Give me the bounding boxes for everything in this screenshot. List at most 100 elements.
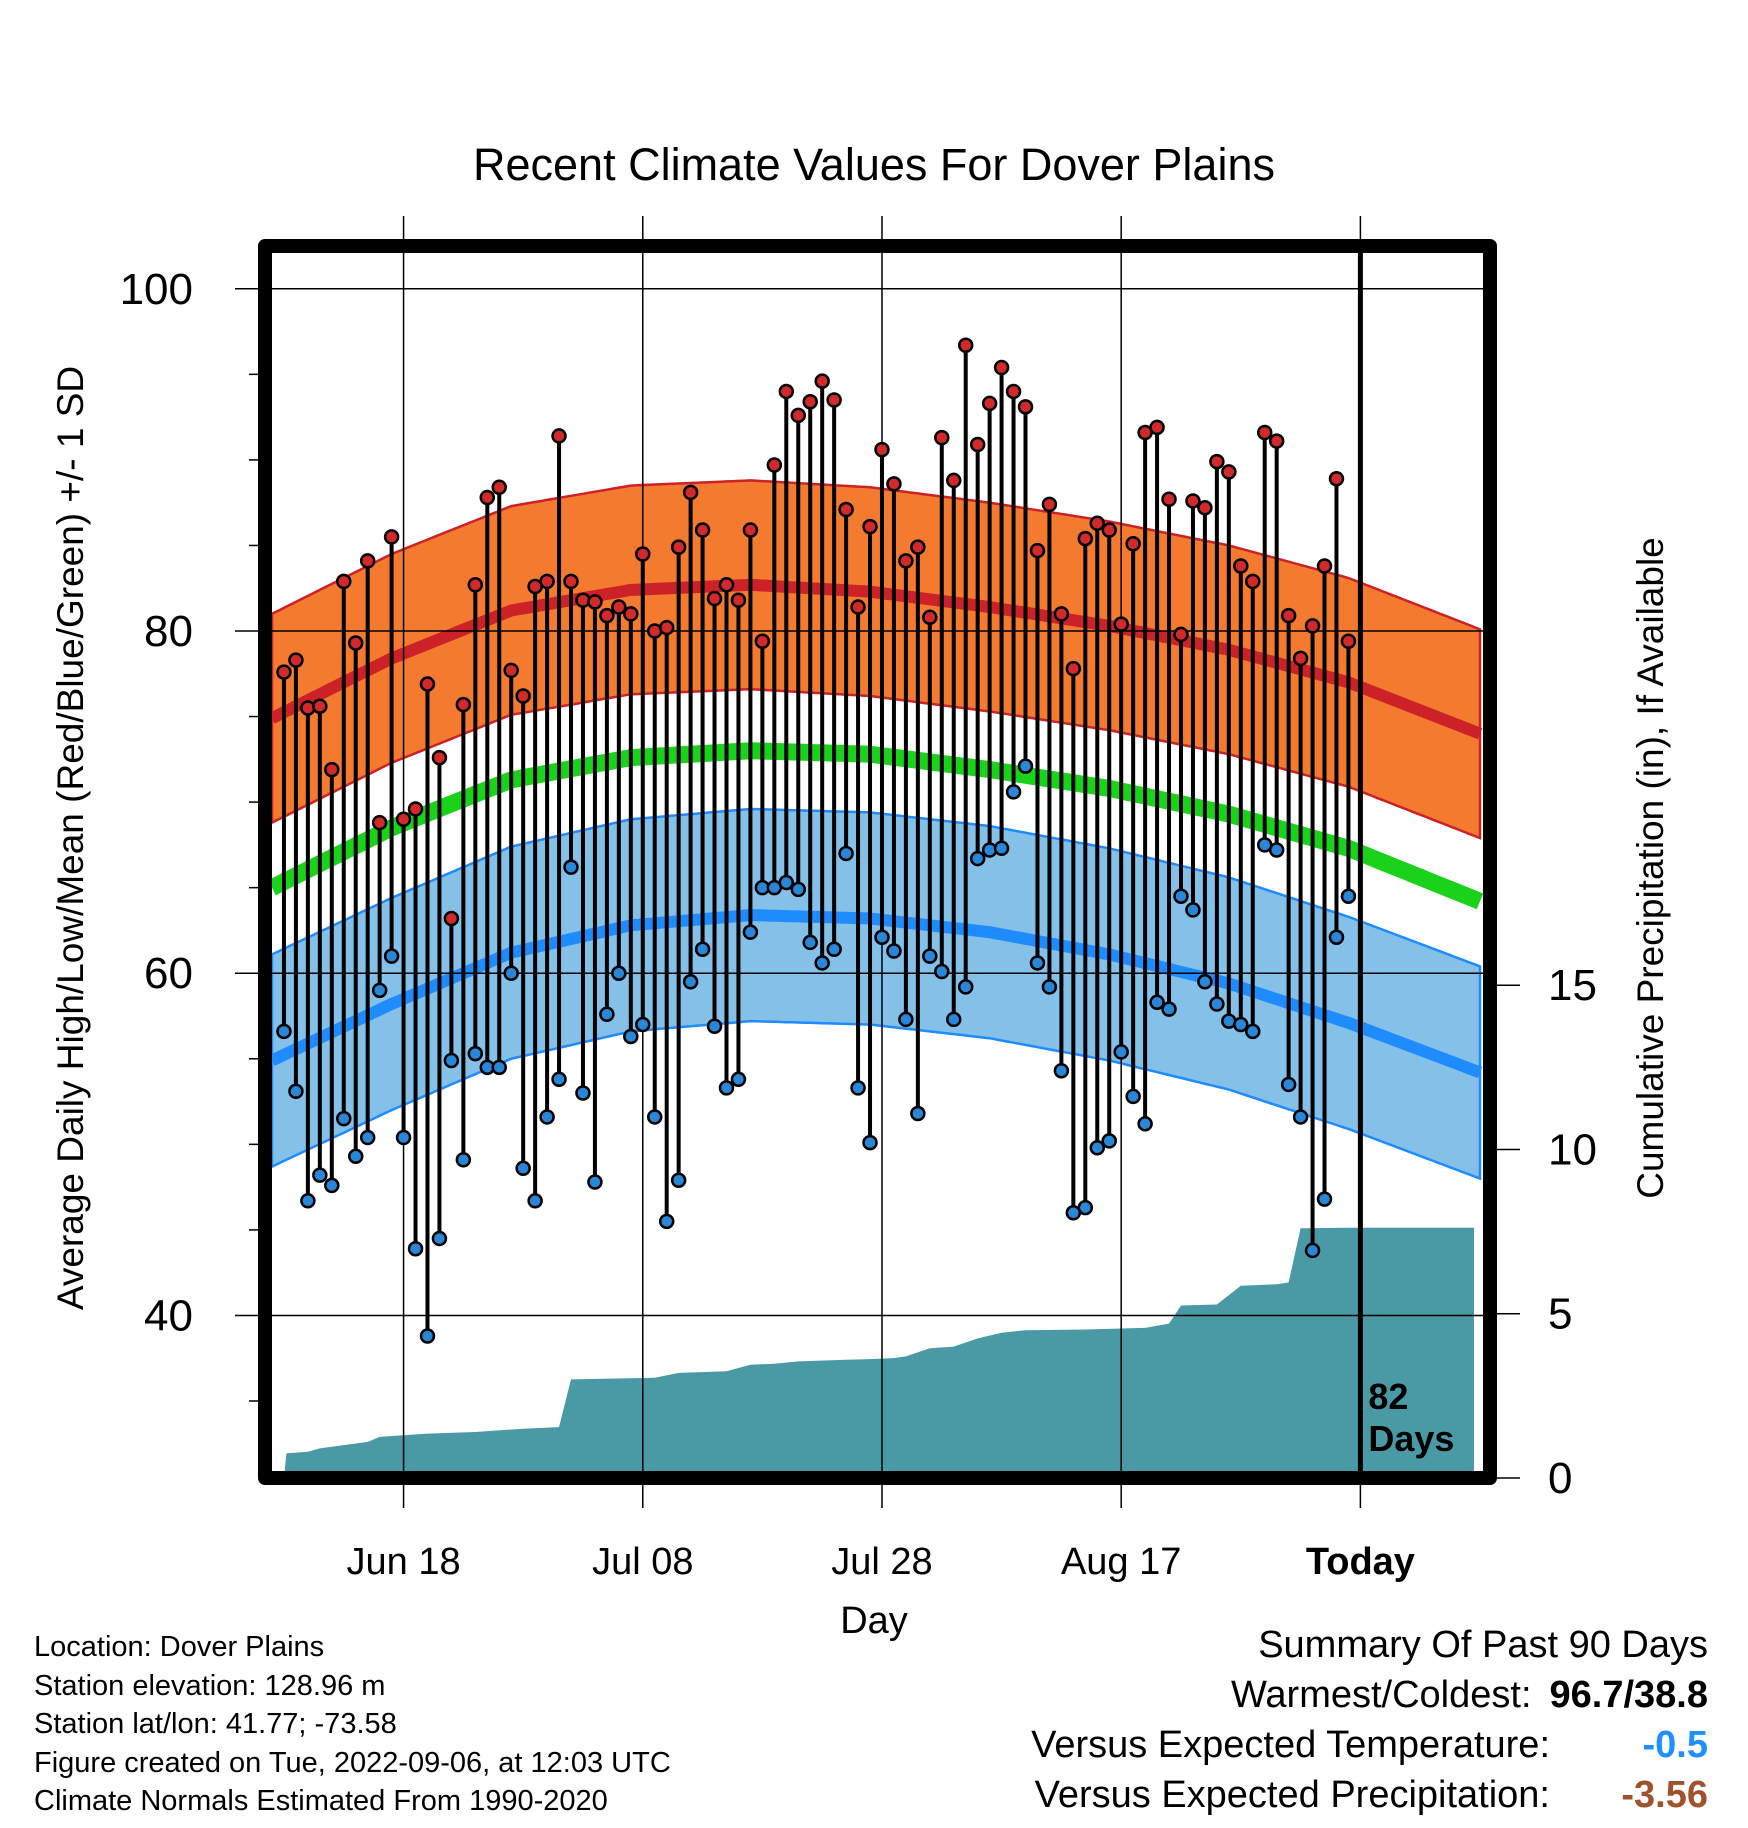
daily-high-point [635,546,651,562]
daily-high-point [1053,606,1070,622]
y-tick-label: 80 [144,607,193,656]
precip-area [284,1227,1474,1478]
daily-high-point [993,359,1010,376]
daily-low-point [862,1134,878,1151]
daily-low-point [706,1018,723,1035]
daily-low-point [371,982,388,999]
daily-high-point [754,633,771,650]
daily-low-point [826,941,842,958]
daily-high-point [766,457,783,473]
daily-high-point [934,429,950,446]
temp-anomaly-value: -0.5 [1642,1724,1708,1766]
daily-high-point [682,484,699,501]
daily-low-point [934,963,950,980]
x-tick-label: Aug 17 [1061,1541,1181,1583]
x-tick-label: Today [1306,1541,1415,1583]
y-axis-label: Average Daily High/Low/Mean (Red/Blue/Gr… [50,366,91,1310]
daily-low-point [611,965,627,981]
daily-low-point [383,948,400,964]
daily-low-point [563,859,579,875]
daily-high-point [1173,626,1189,643]
daily-high-point [1101,522,1117,538]
chart-title: Recent Climate Values For Dover Plains [473,139,1275,190]
precip-row: Versus Expected Precipitation: -3.56 [1031,1770,1708,1820]
daily-high-point [910,539,926,555]
daily-low-point [1245,1023,1261,1040]
daily-high-point [359,553,376,569]
x-tick-label: Jun 18 [347,1541,461,1583]
daily-low-point [957,979,974,995]
daily-low-point [1328,929,1345,946]
daily-low-point [1077,1199,1094,1216]
daily-low-point [742,924,759,940]
temp-row: Versus Expected Temperature: -0.5 [1031,1720,1708,1770]
daily-low-point [1125,1088,1141,1105]
daily-high-point [1077,530,1094,547]
x-tick-label: Jul 08 [592,1541,693,1583]
daily-low-point [1268,842,1285,858]
summary-heading: Summary Of Past 90 Days [1258,1624,1708,1666]
daily-high-point [981,395,998,412]
daily-high-point [443,910,460,927]
daily-high-point [551,428,567,444]
daily-high-point [826,392,842,408]
daily-high-point [1125,535,1141,552]
daily-low-point [539,1109,555,1125]
daily-high-point [658,619,675,636]
daily-low-point [658,1213,675,1230]
daily-high-point [539,573,555,590]
daily-low-point [790,881,807,898]
daily-low-point [300,1193,316,1209]
daily-low-point [874,929,890,946]
daily-low-point [850,1080,866,1096]
daily-low-point [886,943,902,959]
x-axis-label: Day [840,1600,908,1642]
daily-high-point [1185,493,1201,509]
daily-high-point [587,594,603,610]
daily-high-point [1209,453,1225,470]
daily-high-point [957,337,974,353]
daily-low-point [1101,1133,1117,1149]
high-normal-line [269,578,1483,740]
daily-low-point [1005,784,1022,800]
daily-low-point [838,845,854,862]
daily-low-point [1029,955,1046,971]
daily-high-point [706,590,723,607]
daily-high-point [347,635,364,651]
daily-high-point [503,662,519,679]
daily-high-point [336,573,352,590]
warm-cold-value: 96.7/38.8 [1549,1674,1708,1716]
precip-anomaly-value: -3.56 [1621,1774,1708,1816]
daily-high-point [874,441,890,458]
daily-low-point [646,1109,663,1125]
low-normal-line [269,908,1483,1079]
latlon-text: Station lat/lon: 41.77; -73.58 [34,1708,397,1740]
daily-low-point [969,850,986,867]
daily-low-point [778,874,795,891]
y-tick-label: 40 [144,1291,193,1340]
daily-low-point [551,1071,567,1088]
daily-low-point [455,1151,472,1168]
daily-high-point [670,539,687,555]
daily-low-point [1161,1001,1177,1017]
daily-low-point [1340,888,1357,904]
daily-low-point [993,840,1010,857]
daily-high-point [431,749,448,766]
daily-low-point [1053,1063,1070,1079]
daily-low-point [635,1016,651,1033]
daily-high-point [324,761,340,778]
daily-low-point [1089,1140,1106,1156]
daily-high-point [850,599,866,615]
daily-low-point [503,965,519,981]
x-tick-label: Jul 28 [831,1541,932,1583]
daily-high-point [814,373,830,389]
axes: 40 60 80 100 0 5 10 15 Jun 18 Jul 08 Jul 28 Aug 17 T… [120,216,1597,1583]
daily-low-point [431,1230,448,1247]
daily-low-point [1173,888,1189,904]
daily-high-point [1233,558,1249,574]
high-normal-band [270,479,1482,840]
daily-low-point [347,1148,364,1165]
daily-low-point [922,948,938,964]
daily-low-point [395,1129,412,1146]
